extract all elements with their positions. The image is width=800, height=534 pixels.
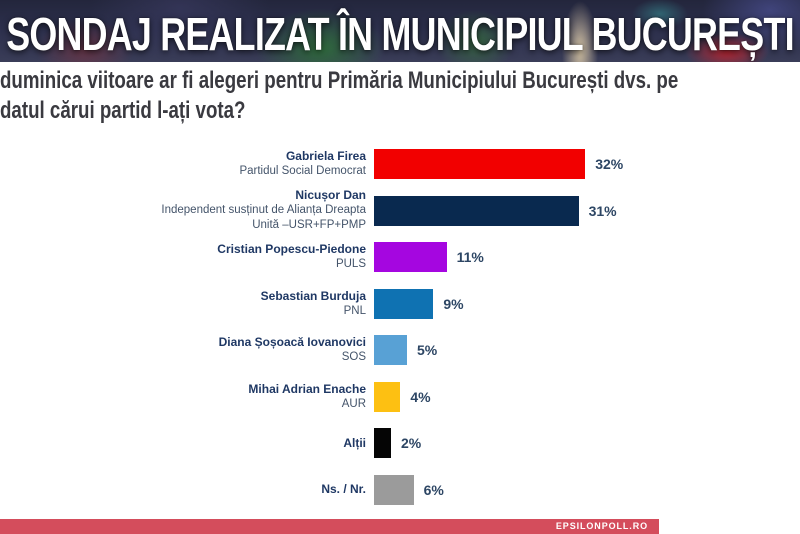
- chart-row-enache: Mihai Adrian Enache AUR 4%: [0, 374, 800, 421]
- percent-label: 9%: [443, 295, 464, 312]
- chart-row-firea: Gabriela Firea Partidul Social Democrat …: [0, 141, 800, 188]
- chart-row-dan: Nicușor Dan Independent susținut de Alia…: [0, 188, 800, 235]
- percent-label: 32%: [595, 156, 624, 173]
- candidate-party: PULS: [335, 258, 366, 271]
- candidate-name: Gabriela Firea: [285, 149, 366, 164]
- candidate-name: Mihai Adrian Enache: [248, 381, 366, 396]
- bar-burduja: [374, 288, 434, 319]
- bar-dan: [374, 195, 579, 226]
- candidate-label: Gabriela Firea Partidul Social Democrat: [0, 149, 374, 179]
- candidate-label: Alții: [0, 436, 374, 451]
- percent-label: 2%: [401, 435, 422, 452]
- candidate-party: AUR: [341, 397, 366, 410]
- bar-piedone: [374, 242, 447, 273]
- candidate-party: Partidul Social Democrat: [239, 165, 366, 178]
- candidate-party: Independent susținut de Alianța Dreapta …: [161, 204, 366, 232]
- bar-firea: [374, 149, 586, 180]
- candidate-party: SOS: [341, 351, 366, 364]
- percent-label: 5%: [417, 342, 438, 359]
- candidate-name: Cristian Popescu-Piedone: [217, 242, 366, 257]
- brand-label: EPSILONPOLL.RO: [555, 521, 648, 531]
- candidate-name: Alții: [343, 435, 366, 450]
- candidate-name: Sebastian Burduja: [260, 288, 366, 303]
- survey-question: duminica viitoare ar fi alegeri pentru P…: [0, 66, 800, 126]
- chart-row-ns-nr: Ns. / Nr. 6%: [0, 467, 800, 514]
- candidate-name: Nicușor Dan: [295, 188, 366, 203]
- poll-bar-chart: Gabriela Firea Partidul Social Democrat …: [0, 141, 800, 513]
- percent-label: 6%: [423, 481, 444, 498]
- candidate-label: Cristian Popescu-Piedone PULS: [0, 242, 374, 272]
- bar-sosoaca: [374, 335, 407, 366]
- chart-row-sosoaca: Diana Șoșoacă Iovanovici SOS 5%: [0, 327, 800, 374]
- candidate-label: Diana Șoșoacă Iovanovici SOS: [0, 335, 374, 365]
- candidate-party: PNL: [343, 304, 366, 317]
- percent-label: 11%: [456, 249, 484, 266]
- bar-enache: [374, 381, 401, 412]
- chart-row-altii: Alții 2%: [0, 420, 800, 467]
- bar-ns-nr: [374, 474, 414, 505]
- survey-question-line-1: duminica viitoare ar fi alegeri pentru P…: [0, 67, 679, 94]
- bar-altii: [374, 428, 391, 459]
- percent-label: 4%: [410, 388, 431, 405]
- survey-question-line-2: datul cărui partid l-ați vota?: [0, 97, 246, 124]
- footer-brand-bar: EPSILONPOLL.RO: [0, 519, 659, 534]
- candidate-label: Ns. / Nr.: [0, 482, 374, 497]
- poll-title: SONDAJ REALIZAT ÎN MUNICIPIUL BUCUREȘTI: [6, 8, 794, 60]
- header-banner: SONDAJ REALIZAT ÎN MUNICIPIUL BUCUREȘTI: [0, 0, 800, 62]
- percent-label: 31%: [588, 202, 617, 219]
- candidate-name: Diana Șoșoacă Iovanovici: [218, 335, 366, 350]
- candidate-label: Nicușor Dan Independent susținut de Alia…: [0, 188, 374, 233]
- candidate-name: Ns. / Nr.: [321, 482, 366, 497]
- candidate-label: Sebastian Burduja PNL: [0, 289, 374, 319]
- chart-row-burduja: Sebastian Burduja PNL 9%: [0, 281, 800, 328]
- candidate-label: Mihai Adrian Enache AUR: [0, 382, 374, 412]
- chart-row-piedone: Cristian Popescu-Piedone PULS 11%: [0, 234, 800, 281]
